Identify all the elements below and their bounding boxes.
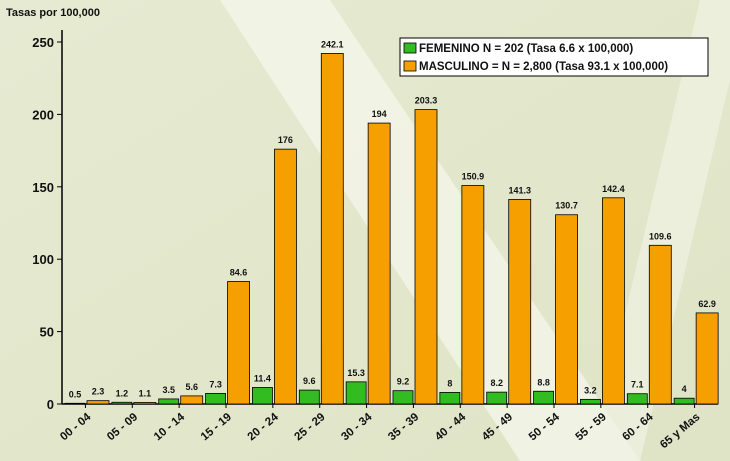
bar [64,402,86,405]
value-label: 7.1 [631,380,644,390]
bar [367,122,391,405]
y-tick-label: 250 [32,35,54,50]
bar [345,381,367,405]
value-label: 2.3 [92,387,105,397]
value-label: 242.1 [321,39,344,49]
value-label: 3.5 [162,385,175,395]
value-label: 194 [372,109,387,119]
y-tick-label: 150 [32,180,54,195]
legend-swatch [403,42,417,54]
value-label: 0.5 [69,389,82,399]
bar [555,214,578,405]
bar [695,312,719,405]
bar [439,392,461,405]
value-label: 9.2 [397,377,410,387]
value-label: 150.9 [462,171,485,181]
value-label: 8.8 [537,377,550,387]
value-label: 142.4 [602,184,625,194]
value-label: 203.3 [415,96,438,106]
bar [86,400,110,405]
bar [580,398,601,405]
value-label: 109.6 [649,231,672,241]
y-tick-label: 50 [40,325,54,340]
bar [227,281,250,405]
value-label: 130.7 [555,201,578,211]
bar [508,198,532,405]
value-label: 141.3 [508,185,531,195]
y-axis-label: Tasas por 100,000 [6,7,100,19]
bar [392,390,414,405]
bar [486,391,508,405]
bar [205,393,226,405]
bar [158,398,180,405]
value-label: 15.3 [347,368,365,378]
y-tick-label: 0 [47,397,54,412]
legend-label: MASCULINO = N = 2,800 (Tasa 93.1 x 100,0… [419,61,668,73]
bar [320,53,344,405]
bar [533,390,554,405]
bar [626,393,648,405]
value-label: 1.1 [139,388,152,398]
value-label: 9.6 [303,376,316,386]
bar [298,389,320,405]
value-label: 84.6 [230,267,248,277]
y-tick-label: 100 [32,252,54,267]
value-label: 176 [278,135,293,145]
bar [180,395,204,405]
legend-label: FEMENINO N = 202 (Tasa 6.6 x 100,000) [419,43,633,55]
bar [414,109,438,405]
value-label: 8 [447,378,452,388]
bar [274,148,297,405]
background-stripe [590,0,730,461]
bar [133,402,157,405]
bar [111,401,133,405]
value-label: 4 [682,384,687,394]
value-label: 62.9 [698,299,716,309]
value-label: 11.4 [254,373,271,383]
value-label: 5.6 [185,382,198,392]
value-label: 1.2 [116,388,129,398]
bar [461,185,485,405]
legend-swatch [403,60,417,72]
bar [673,397,695,405]
bar [602,197,625,405]
value-label: 8.2 [490,378,503,388]
value-label: 7.3 [209,379,222,389]
y-tick-label: 200 [32,107,54,122]
bar [252,387,273,405]
legend-box [399,37,709,77]
bar [648,244,672,405]
value-label: 3.2 [584,385,597,395]
